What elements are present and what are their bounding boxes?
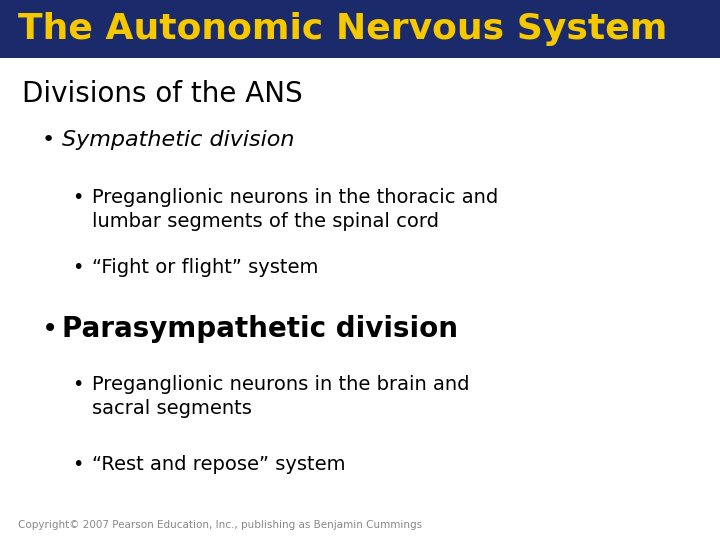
Text: •: • <box>72 375 84 394</box>
Text: Parasympathetic division: Parasympathetic division <box>62 315 458 343</box>
Text: The Autonomic Nervous System: The Autonomic Nervous System <box>18 12 667 46</box>
Text: •: • <box>72 455 84 474</box>
Text: Sympathetic division: Sympathetic division <box>62 130 294 150</box>
Text: Divisions of the ANS: Divisions of the ANS <box>22 80 302 108</box>
Text: •: • <box>72 188 84 207</box>
Text: •: • <box>42 130 55 150</box>
Text: “Rest and repose” system: “Rest and repose” system <box>92 455 346 474</box>
Text: Preganglionic neurons in the thoracic and
lumbar segments of the spinal cord: Preganglionic neurons in the thoracic an… <box>92 188 498 231</box>
Text: Preganglionic neurons in the brain and
sacral segments: Preganglionic neurons in the brain and s… <box>92 375 469 418</box>
Text: “Fight or flight” system: “Fight or flight” system <box>92 258 318 277</box>
Bar <box>0 0 720 58</box>
Text: •: • <box>42 315 58 343</box>
Text: •: • <box>72 258 84 277</box>
Text: Copyright© 2007 Pearson Education, Inc., publishing as Benjamin Cummings: Copyright© 2007 Pearson Education, Inc.,… <box>18 520 422 530</box>
